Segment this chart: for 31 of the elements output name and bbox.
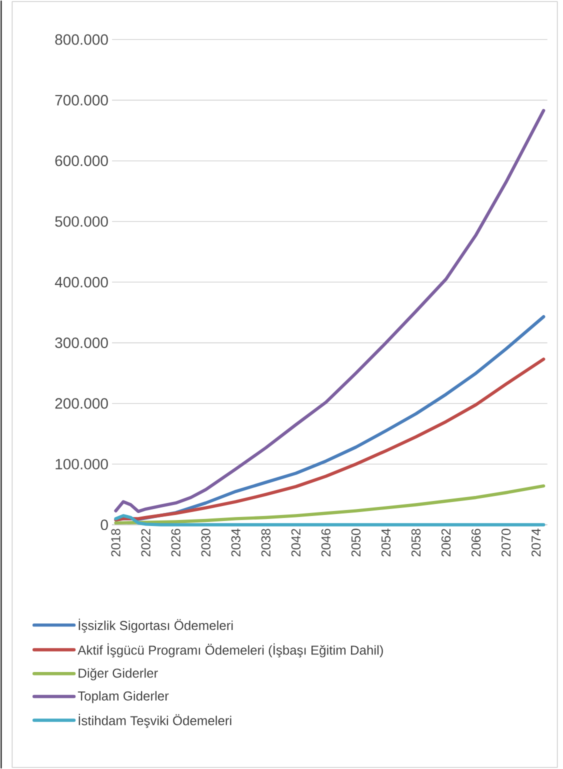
y-tick-label: 100.000 bbox=[56, 458, 108, 470]
y-tick-label: 700.000 bbox=[56, 94, 108, 106]
y-tick-label: 600.000 bbox=[56, 156, 108, 166]
x-tick-label: 2038 bbox=[262, 528, 271, 556]
y-tick-label: 500.000 bbox=[55, 216, 108, 227]
line-series bbox=[114, 484, 546, 525]
y-tick-label: 400.000 bbox=[55, 276, 108, 288]
x-tick-label: 2042 bbox=[292, 528, 301, 556]
legend-label: Diğer Giderler bbox=[78, 668, 158, 680]
x-tick-label: 2062 bbox=[442, 528, 451, 556]
x-tick-label: 2058 bbox=[412, 528, 421, 556]
legend-label: Aktif İşgücü Programı Ödemeleri (İşbaşı Eğitim Dahil) bbox=[78, 643, 384, 658]
y-tick-label: 200.000 bbox=[56, 398, 108, 409]
x-tick-label: 2066 bbox=[472, 528, 481, 556]
y-tick-label: 300.000 bbox=[55, 338, 108, 348]
legend-label: İşsizlik Sigortası Ödemeleri bbox=[79, 618, 233, 633]
x-tick-label: 2074 bbox=[532, 528, 541, 556]
x-tick-label: 2070 bbox=[502, 528, 511, 556]
line-series bbox=[114, 108, 546, 514]
x-tick-label: 2030 bbox=[202, 528, 211, 556]
x-tick-label: 2034 bbox=[232, 528, 241, 556]
y-tick-label: 800.000 bbox=[55, 34, 108, 45]
legend-label: Toplam Giderler bbox=[78, 691, 169, 704]
x-tick-label: 2022 bbox=[141, 528, 151, 556]
y-tick-label: 0 bbox=[101, 519, 108, 530]
x-tick-label: 2050 bbox=[352, 528, 361, 556]
x-tick-label: 2054 bbox=[382, 528, 391, 556]
x-tick-label: 2018 bbox=[111, 528, 121, 556]
legend-label: İstihdam Teşviki Ödemeleri bbox=[79, 714, 232, 728]
x-tick-label: 2026 bbox=[171, 528, 181, 556]
x-tick-label: 2046 bbox=[322, 528, 331, 556]
